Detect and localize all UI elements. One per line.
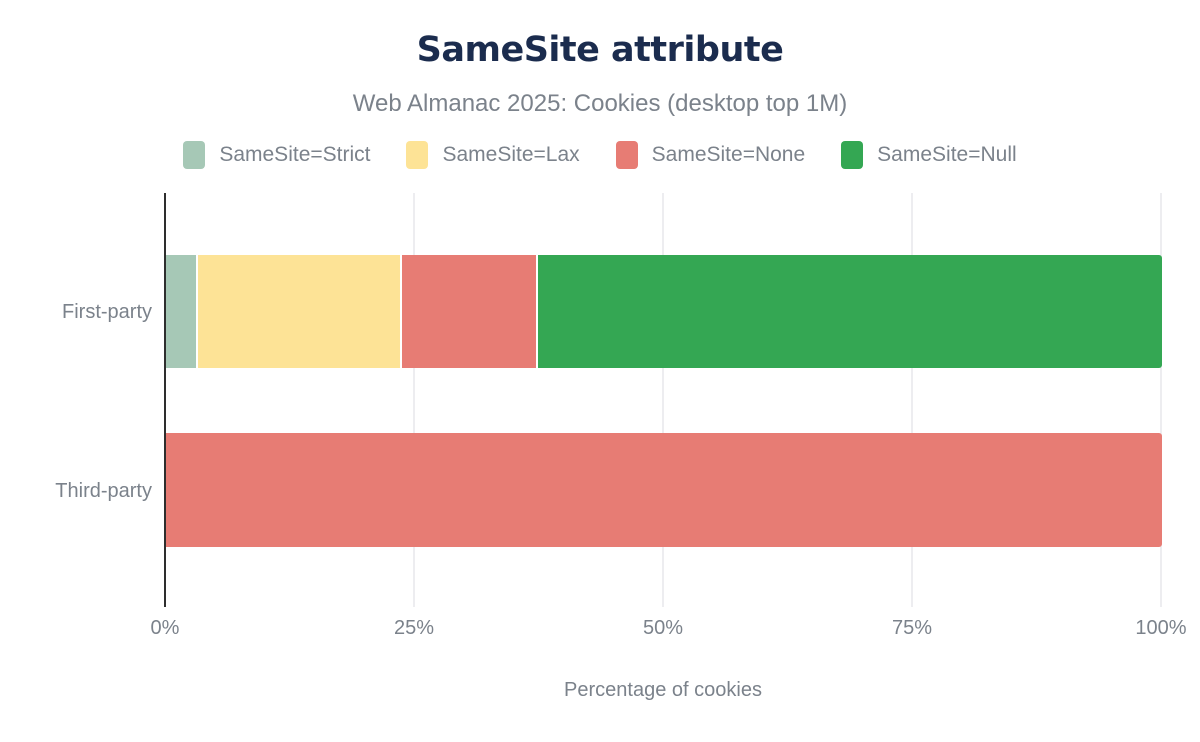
legend-label-lax: SameSite=Lax	[442, 143, 580, 166]
bar-segment-none	[166, 433, 1162, 547]
x-tick-75: 75%	[891, 617, 933, 639]
legend-swatch-null	[841, 141, 864, 169]
legend-item-none: SameSite=None	[615, 141, 806, 169]
chart-title: SameSite attribute	[416, 30, 784, 70]
x-tick-0: 0%	[150, 617, 180, 639]
bar-third-party	[166, 433, 1162, 547]
legend-item-lax: SameSite=Lax	[406, 141, 580, 169]
legend-item-null: SameSite=Null	[841, 141, 1017, 169]
bar-segment-null	[538, 255, 1162, 368]
gridline-25	[413, 193, 415, 607]
bar-segment-lax	[197, 255, 403, 368]
legend: SameSite=Strict SameSite=Lax SameSite=No…	[0, 141, 1200, 169]
x-tick-100: 100%	[1135, 617, 1187, 639]
gridline-75	[911, 193, 913, 607]
y-axis-line	[164, 193, 166, 607]
chart-subtitle: Web Almanac 2025: Cookies (desktop top 1…	[352, 90, 848, 117]
legend-swatch-lax	[406, 141, 429, 169]
x-axis-title: Percentage of cookies	[564, 679, 762, 701]
category-label-first-party: First-party	[62, 301, 152, 323]
gridline-50	[662, 193, 664, 607]
bar-first-party	[166, 255, 1162, 368]
category-label-third-party: Third-party	[55, 480, 152, 502]
x-tick-25: 25%	[393, 617, 435, 639]
legend-label-strict: SameSite=Strict	[219, 143, 371, 166]
gridline-100	[1160, 193, 1162, 607]
bar-segment-none	[402, 255, 539, 368]
x-tick-50: 50%	[642, 617, 684, 639]
bar-segment-strict	[166, 255, 198, 368]
legend-item-strict: SameSite=Strict	[183, 141, 370, 169]
legend-label-none: SameSite=None	[651, 143, 806, 166]
legend-label-null: SameSite=Null	[877, 143, 1017, 166]
legend-swatch-none	[615, 141, 638, 169]
legend-swatch-strict	[183, 141, 206, 169]
